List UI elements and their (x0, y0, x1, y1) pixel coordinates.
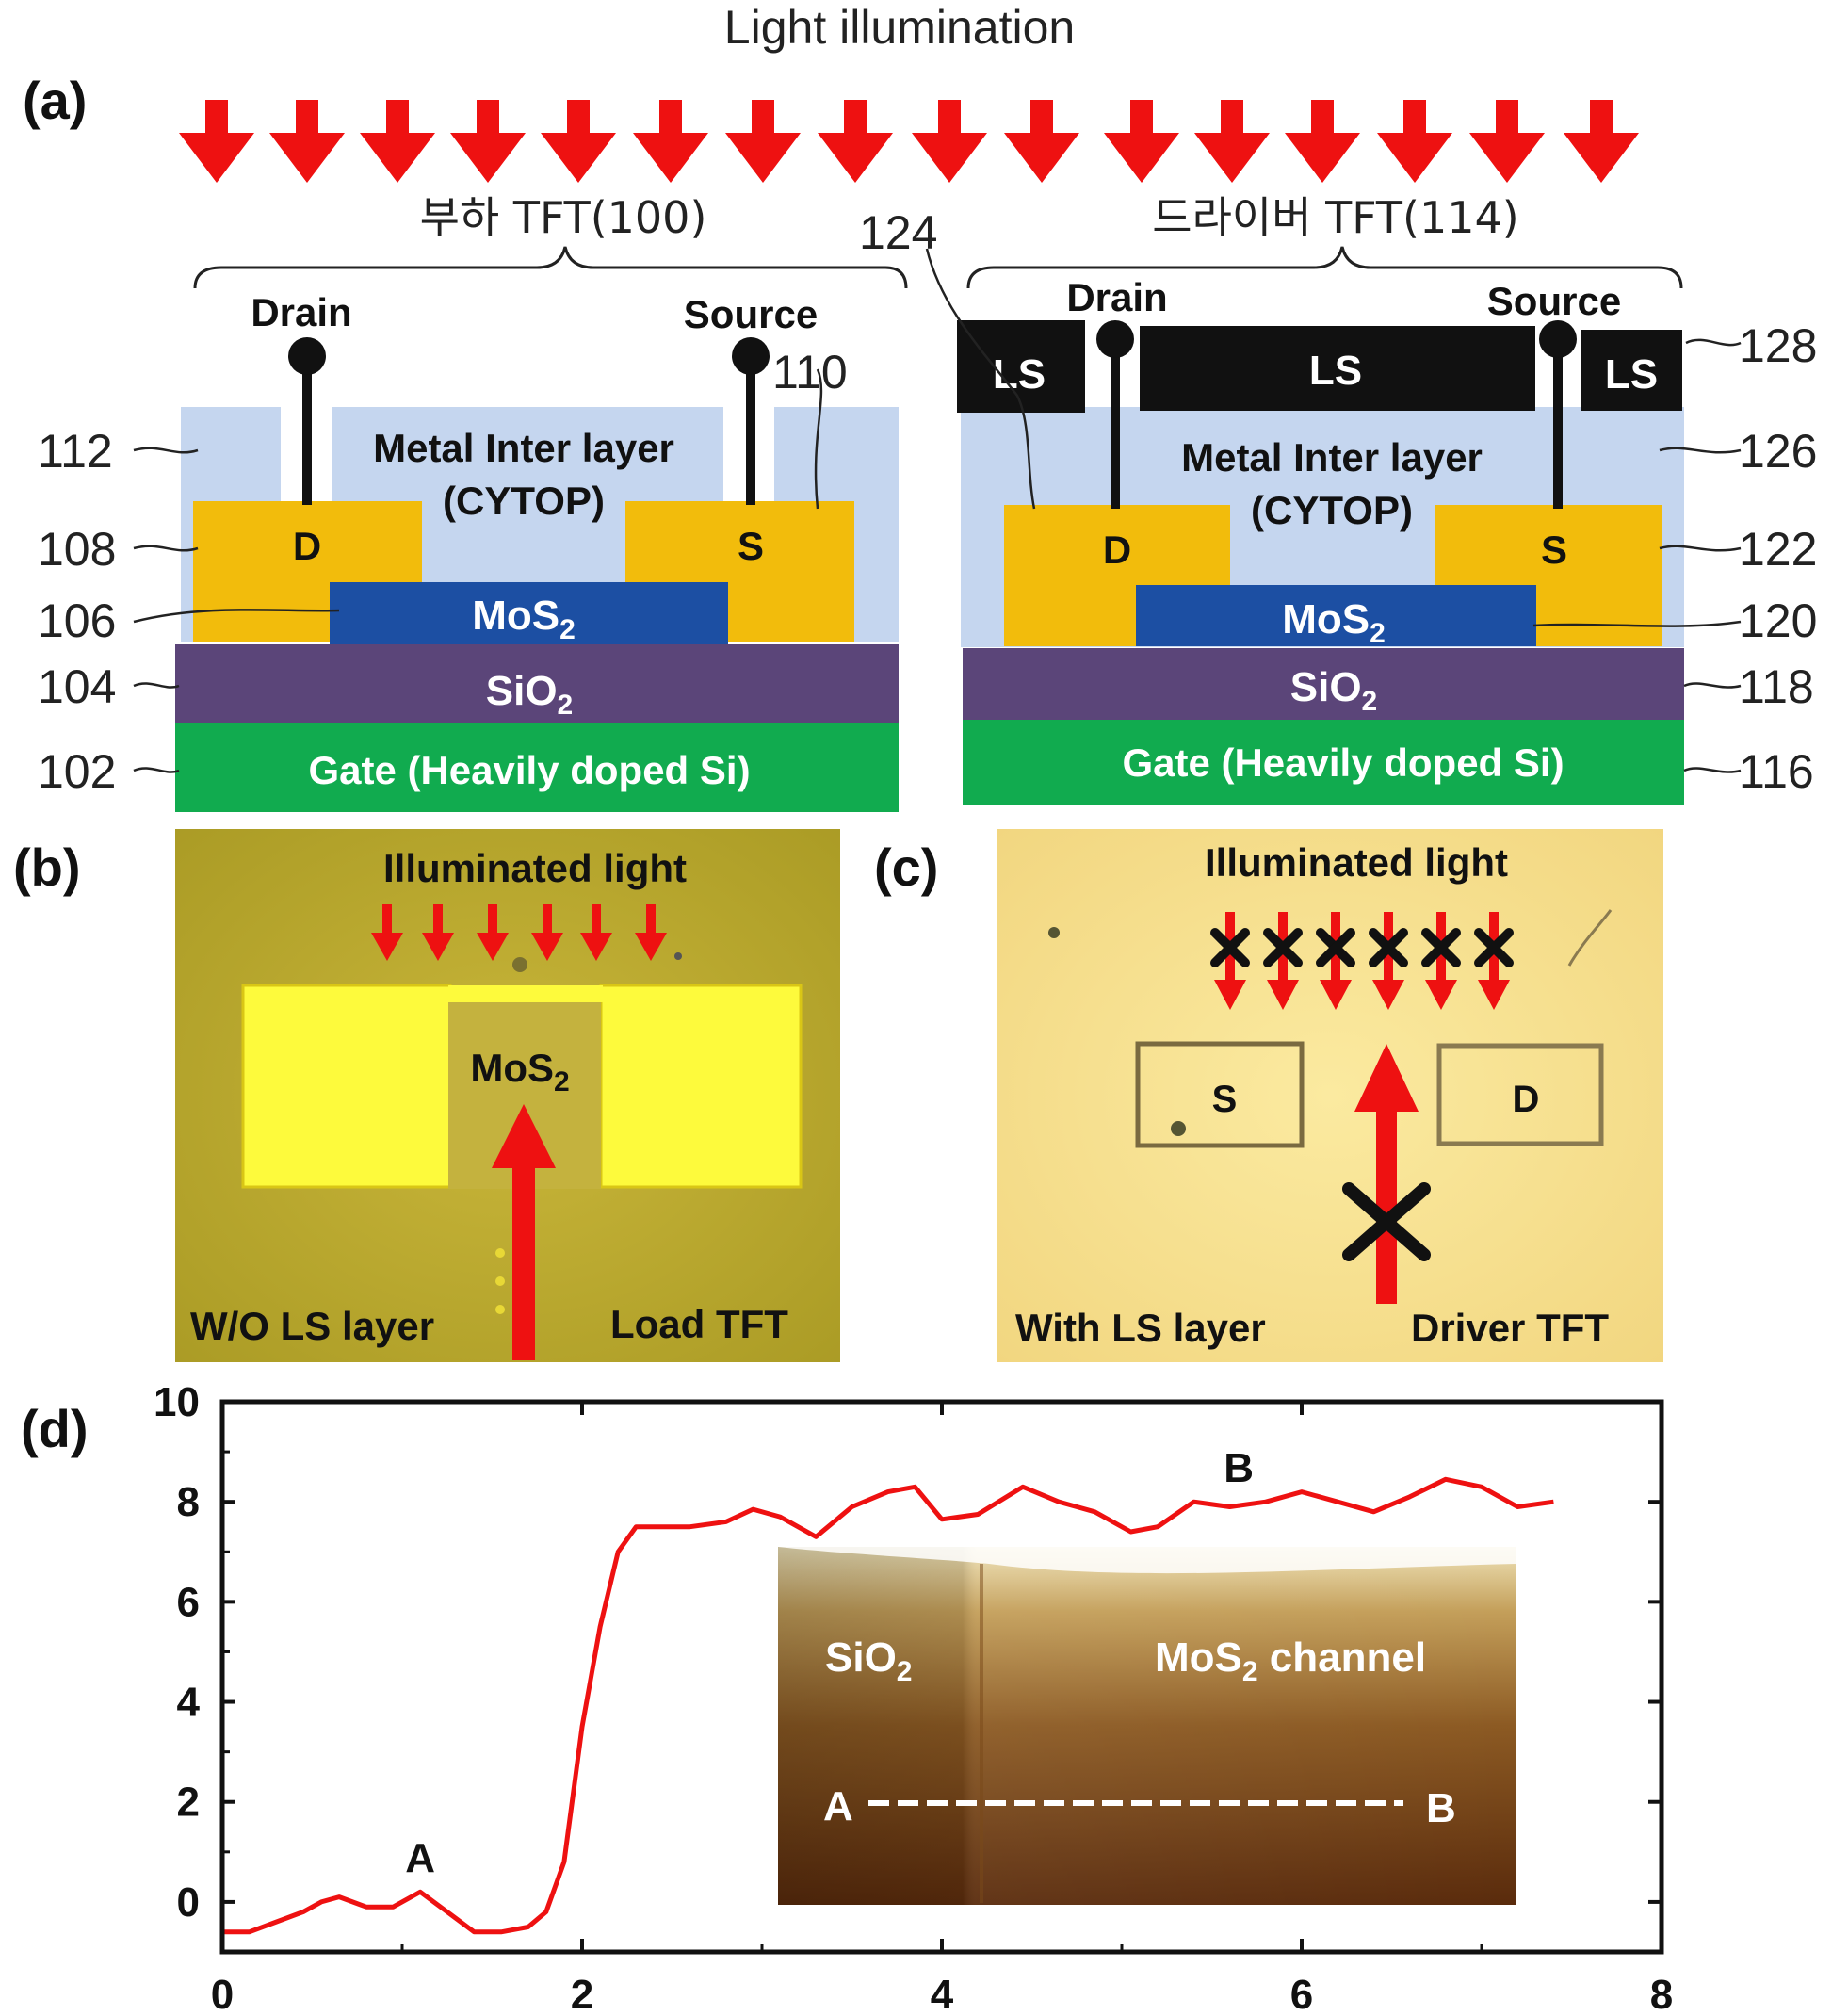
s-label: S (1212, 1079, 1238, 1120)
x-tick-label: 2 (571, 1972, 593, 2016)
drain-label: Drain (251, 290, 351, 334)
electrode-pad-right (601, 985, 801, 1187)
ls-layer-label: W/O LS layer (190, 1304, 434, 1348)
y-tick-label: 0 (177, 1879, 200, 1926)
arrow-down-icon (360, 100, 435, 183)
source-terminal (732, 337, 770, 375)
arrow-down-icon (633, 100, 708, 183)
arrow-down-icon (1285, 100, 1360, 183)
ref-120: 120 (1739, 594, 1817, 647)
ref-116: 116 (1739, 745, 1814, 798)
load-tft-title: 부하 TFT(100) (420, 192, 707, 243)
y-tick-label: 10 (154, 1379, 200, 1425)
arrow-down-icon (1564, 100, 1639, 183)
panel-b-micrograph: Illuminated light MoS2 W/O LS layer Load… (175, 829, 840, 1362)
arrow-down-icon (450, 100, 526, 183)
arrow-down-icon (179, 100, 254, 183)
ref-110: 110 (772, 346, 848, 398)
drain-label: Drain (1066, 275, 1167, 319)
load-tft-brace (195, 247, 906, 288)
ref-104: 104 (38, 660, 116, 713)
load-tft-cross-section: 부하 TFT(100) Drain Source Metal Inter lay… (175, 192, 906, 812)
illumination-arrows (179, 100, 1639, 183)
x-tick-label: 0 (211, 1972, 234, 2016)
arrow-down-icon (1194, 100, 1270, 183)
driver-tft-title: 드라이버 TFT(114) (1152, 192, 1518, 243)
ref-108: 108 (38, 523, 116, 576)
d-label: D (293, 524, 321, 568)
d-label: D (1513, 1079, 1540, 1120)
arrow-down-icon (269, 100, 345, 183)
arrow-down-icon (818, 100, 893, 183)
light-illumination-label: Light illumination (724, 1, 1075, 54)
arrow-down-icon (725, 100, 801, 183)
ref-106: 106 (38, 594, 116, 647)
arrow-down-icon (1469, 100, 1545, 183)
x-tick-label: 6 (1290, 1972, 1313, 2016)
y-tick-label: 4 (177, 1680, 201, 1726)
arrow-down-icon (541, 100, 616, 183)
drain-terminal (1096, 320, 1134, 358)
cytop-label: (CYTOP) (1251, 488, 1413, 532)
s-label: S (1541, 528, 1567, 572)
tft-label: Load TFT (610, 1302, 788, 1346)
annotation-label: B (1224, 1445, 1254, 1491)
s-label: S (738, 524, 764, 568)
height-profile-chart: 0 2 4 6 8 0 2 4 6 8 10 SiO2 MoS2 channel A B A B (154, 1379, 1673, 2016)
ref-122: 122 (1739, 523, 1817, 576)
arrow-down-icon (1004, 100, 1079, 183)
ref-112: 112 (38, 425, 113, 478)
ref-128: 128 (1739, 319, 1817, 372)
inset-a-label: A (823, 1783, 853, 1829)
tft-label: Driver TFT (1411, 1306, 1609, 1350)
panel-c-label: (c) (874, 837, 938, 897)
electrode-bridge (448, 985, 603, 1002)
y-tick-label: 2 (177, 1780, 200, 1826)
ref-118: 118 (1739, 660, 1814, 713)
ref-102: 102 (38, 745, 116, 798)
ref-124: 124 (859, 206, 937, 259)
source-terminal (1539, 320, 1577, 358)
arrow-down-icon (1104, 100, 1179, 183)
panel-c-micrograph: Illuminated light S D With LS layer Driv… (997, 829, 1663, 1362)
ls-layer-label: With LS layer (1015, 1306, 1266, 1350)
afm-inset: SiO2 MoS2 channel A B (778, 1547, 1516, 1905)
gate-label: Gate (Heavily doped Si) (1122, 740, 1564, 785)
d-label: D (1103, 528, 1131, 572)
inset-channel-label: MoS2 channel (1155, 1634, 1426, 1687)
drain-terminal (288, 337, 326, 375)
gate-label: Gate (Heavily doped Si) (308, 748, 750, 792)
source-label: Source (684, 292, 818, 336)
inset-b-label: B (1426, 1785, 1456, 1831)
metal-inter-layer-label: Metal Inter layer (373, 426, 674, 470)
y-tick-label: 6 (177, 1579, 200, 1625)
x-tick-label: 8 (1650, 1972, 1673, 2016)
metal-inter-layer-label: Metal Inter layer (1181, 435, 1483, 480)
ls-label-center: LS (1309, 348, 1362, 394)
source-label: Source (1487, 279, 1621, 323)
arrow-down-icon (1377, 100, 1452, 183)
illuminated-light-label: Illuminated light (383, 846, 687, 890)
arrow-down-icon (912, 100, 987, 183)
illuminated-light-label: Illuminated light (1205, 840, 1508, 885)
panel-b-label: (b) (13, 837, 81, 897)
ls-label-right: LS (1605, 351, 1658, 398)
annotation-label: A (405, 1835, 435, 1881)
driver-tft-cross-section: 드라이버 TFT(114) Drain Source LS LS LS Meta… (957, 192, 1684, 805)
x-tick-label: 4 (931, 1972, 954, 2016)
y-tick-label: 8 (177, 1479, 200, 1525)
ref-126: 126 (1739, 425, 1817, 478)
panel-a-label: (a) (23, 71, 87, 130)
panel-d-label: (d) (21, 1399, 89, 1458)
electrode-pad-left (243, 985, 450, 1187)
cytop-label: (CYTOP) (443, 479, 605, 523)
